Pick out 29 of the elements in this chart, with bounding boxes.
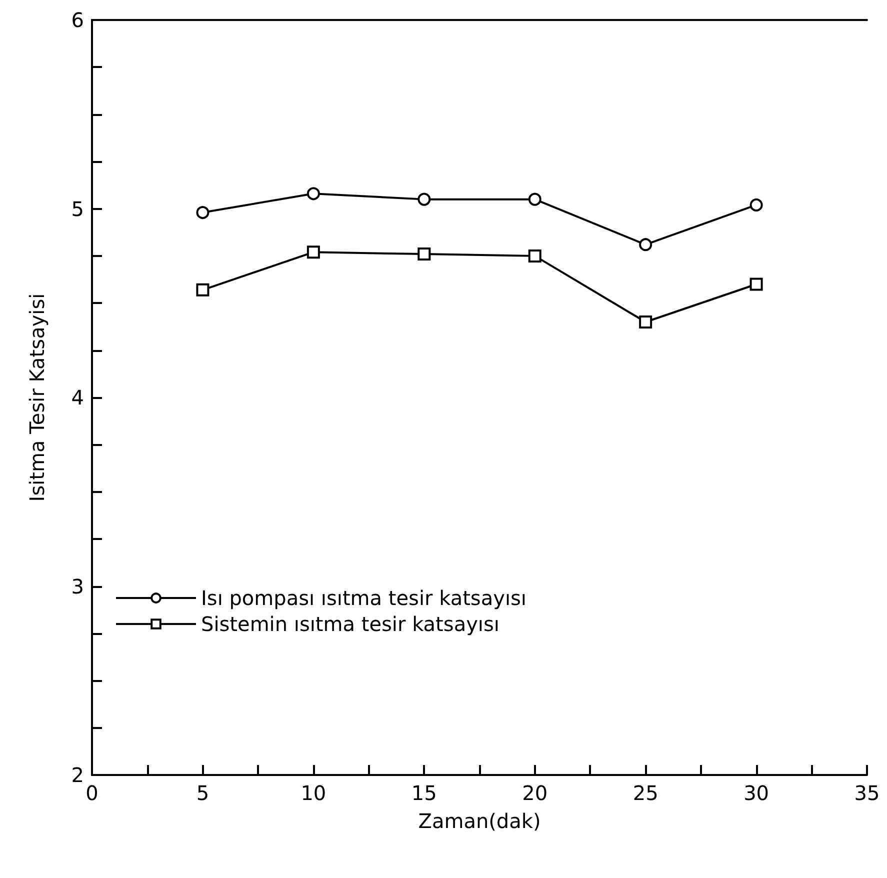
x-tick-label: 15	[411, 781, 437, 805]
y-tick-label: 4	[71, 386, 84, 410]
point	[750, 198, 763, 212]
point	[306, 246, 320, 259]
point	[750, 278, 763, 291]
point	[418, 248, 431, 261]
point	[306, 187, 320, 200]
legend-label: Sistemin ısıtma tesir katsayısı	[201, 612, 500, 636]
x-tick-label: 5	[196, 781, 210, 805]
x-axis-title: Zaman(dak)	[418, 809, 541, 833]
y-tick-label: 3	[71, 574, 84, 598]
legend-label: Isı pompası ısıtma tesir katsayısı	[201, 586, 526, 610]
x-tick-label: 35	[854, 781, 880, 805]
x-tick-label: 20	[522, 781, 548, 805]
y-tick-label: 6	[71, 8, 84, 32]
x-tick-label: 30	[744, 781, 770, 805]
point	[639, 238, 652, 252]
point	[528, 249, 542, 262]
x-tick-label: 0	[86, 781, 98, 805]
point	[196, 206, 210, 220]
y-axis-title: Isitma Tesir Katsayisi	[25, 293, 49, 502]
point	[528, 192, 542, 206]
x-tick-label: 10	[300, 781, 326, 805]
y-tick-label: 2	[71, 763, 84, 787]
point	[196, 283, 210, 296]
point	[639, 316, 652, 328]
y-tick-label: 5	[71, 196, 84, 221]
x-tick-label: 25	[632, 781, 658, 805]
point	[418, 192, 431, 206]
